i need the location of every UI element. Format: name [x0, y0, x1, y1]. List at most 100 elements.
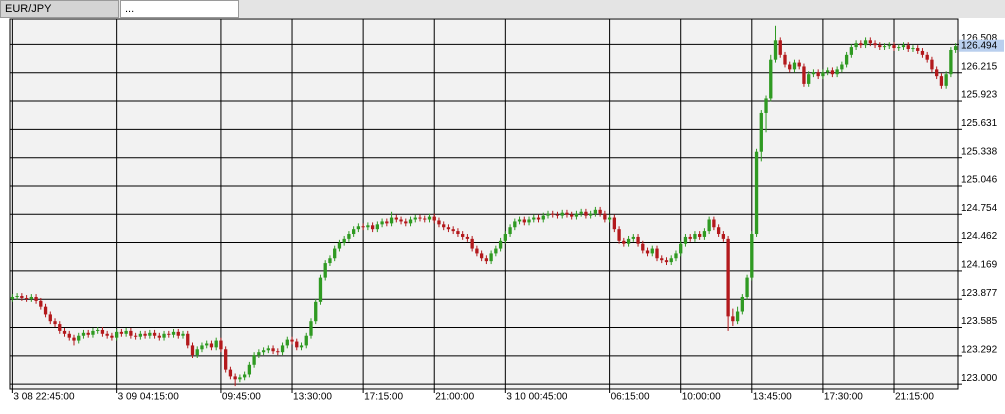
candle-body [484, 258, 489, 262]
candle-body [247, 364, 252, 375]
candle-body [105, 333, 109, 336]
candle-body [451, 229, 455, 232]
candle-body [731, 316, 735, 322]
candle-body [508, 227, 512, 235]
candle-body [257, 352, 261, 356]
candle-body [641, 243, 645, 251]
candle-body [366, 225, 370, 228]
candle-body [176, 331, 180, 336]
candle-body [337, 242, 342, 249]
candle-body [20, 296, 24, 298]
candle-body [835, 69, 839, 75]
candle-body [318, 277, 323, 302]
candle-body [309, 321, 313, 336]
candle-body [664, 260, 669, 263]
y-tick-label: 123.585 [961, 316, 998, 327]
x-tick-label: 17:15:00 [364, 392, 403, 403]
candle-body [901, 45, 906, 48]
candle-body [347, 234, 351, 239]
candle-body [536, 217, 541, 220]
candle-body [356, 226, 361, 230]
candle-body [370, 225, 375, 230]
candle-body [91, 330, 95, 335]
candle-body [603, 213, 607, 220]
tab-label[interactable]: EUR/JPY [5, 3, 52, 15]
tab[interactable] [120, 0, 239, 18]
candle-body [555, 214, 560, 216]
x-tick-label: 3 08 22:45:00 [13, 392, 75, 403]
candle-body [935, 69, 939, 77]
candle-body [238, 377, 242, 380]
candle-body [167, 333, 171, 335]
candle-body [655, 248, 659, 259]
candle-body [821, 72, 825, 77]
candle-body [427, 216, 432, 220]
candle-body [778, 40, 782, 55]
candle-body [916, 48, 920, 51]
candle-body [299, 345, 304, 348]
candle-body [949, 49, 953, 75]
x-tick-label: 10:00:00 [682, 392, 721, 403]
y-tick-label: 126.508 [961, 33, 998, 44]
candle-body [925, 54, 929, 60]
candle-body [773, 40, 778, 60]
candle-body [280, 345, 285, 353]
candle-body [807, 74, 811, 84]
candle-body [162, 333, 166, 338]
candle-body [712, 219, 716, 228]
grid [10, 19, 958, 389]
x-tick-label: 17:30:00 [824, 392, 863, 403]
candle-body [830, 70, 835, 75]
tab-label[interactable]: ... [125, 3, 134, 15]
candle-body [645, 250, 650, 254]
candle-body [650, 248, 654, 254]
candle-body [721, 234, 726, 239]
candle-body [887, 45, 891, 47]
candle-body [565, 212, 569, 215]
candle-body [702, 231, 707, 237]
candle-body [674, 253, 678, 259]
candle-body [39, 300, 43, 307]
y-tick-label: 124.169 [961, 260, 998, 271]
candle-body [133, 335, 138, 337]
candle-body [228, 369, 233, 377]
tab[interactable] [0, 0, 119, 18]
candle-body [560, 212, 564, 216]
candle-body [802, 66, 806, 84]
candle-body [342, 238, 346, 243]
x-tick-label: 21:00:00 [435, 392, 474, 403]
candle-body [939, 76, 944, 86]
last-price-label: 126.494 [961, 40, 998, 51]
candle-body [570, 214, 574, 217]
y-tick-label: 123.292 [961, 345, 998, 356]
candle-body [124, 330, 128, 334]
candle-body [636, 236, 640, 244]
candle-body [233, 376, 237, 380]
candle-body [219, 340, 223, 350]
candle-body [816, 72, 820, 77]
candle-body [48, 314, 52, 322]
y-tick-label: 125.338 [961, 146, 998, 157]
candle-body [10, 296, 15, 299]
candle-body [62, 330, 67, 334]
candle-body [432, 216, 436, 221]
candle-body [679, 243, 683, 254]
y-tick-label: 124.462 [961, 231, 998, 242]
candle-body [295, 341, 299, 348]
candle-body [285, 339, 289, 346]
x-tick-label: 3 09 04:15:00 [118, 392, 180, 403]
candle-body [622, 240, 626, 244]
candle-body [740, 296, 744, 312]
candle-body [892, 45, 896, 49]
candle-body [205, 343, 209, 346]
candle-body [470, 238, 474, 249]
candle-body [328, 258, 332, 264]
candle-body [58, 324, 62, 331]
candle-body [584, 211, 588, 216]
y-tick-label: 124.754 [961, 203, 998, 214]
candle-body [96, 329, 100, 331]
candle-body [863, 40, 868, 46]
candle-body [626, 238, 631, 244]
candle-body [825, 70, 830, 73]
